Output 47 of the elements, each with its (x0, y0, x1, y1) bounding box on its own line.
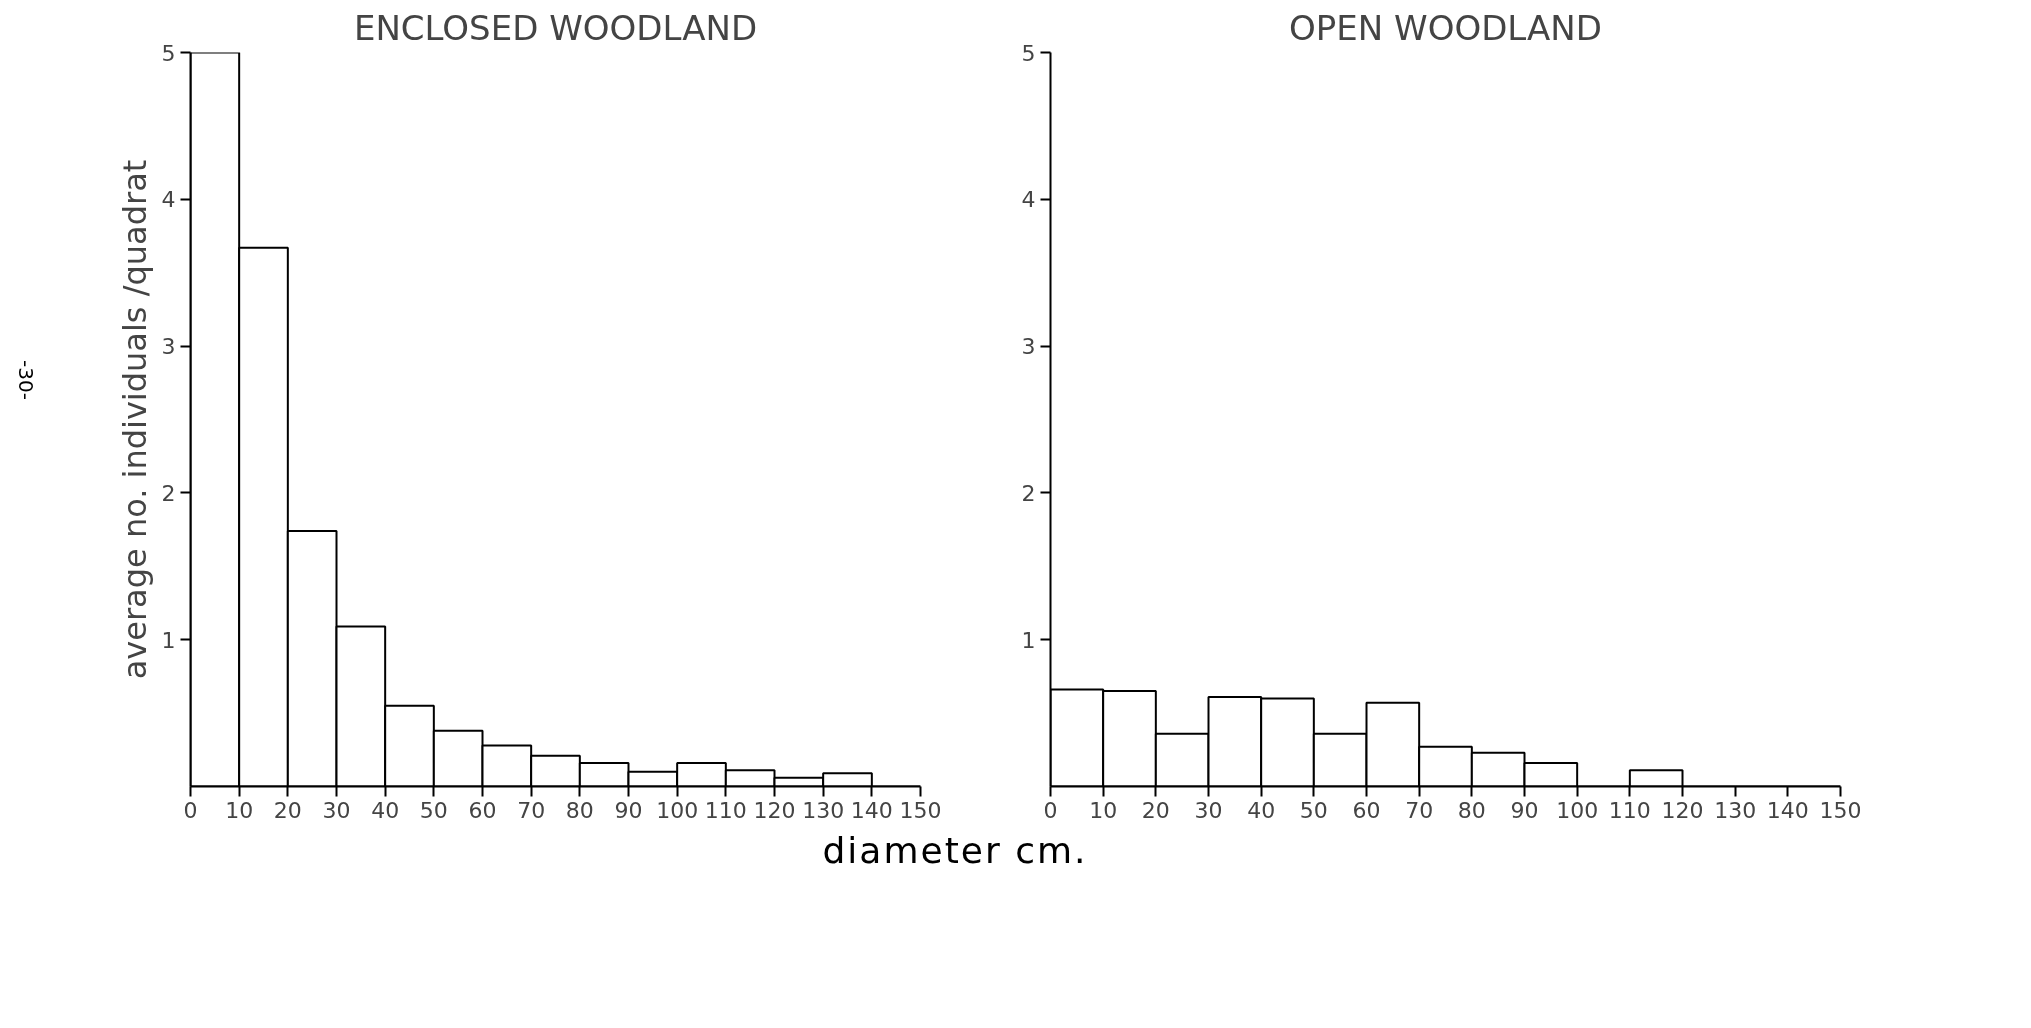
y-tick-label: 5 (1021, 40, 1036, 66)
y-tick-label: 2 (1021, 480, 1036, 506)
x-tick-label: 60 (1352, 797, 1381, 823)
x-tick-label: 40 (371, 797, 400, 823)
x-tick-label: 150 (1819, 797, 1862, 823)
x-tick-label: 110 (704, 797, 747, 823)
x-tick-label: 110 (1608, 797, 1651, 823)
x-tick-label: 80 (1457, 797, 1486, 823)
x-tick-label: 50 (419, 797, 448, 823)
x-tick-label: 130 (1714, 797, 1757, 823)
x-tick-label: 40 (1247, 797, 1276, 823)
y-tick-label: 3 (161, 334, 176, 360)
chart-title: OPEN WOODLAND (1289, 7, 1602, 48)
y-tick-label: 5 (161, 40, 176, 66)
x-tick-label: 30 (1194, 797, 1223, 823)
y-tick-label: 4 (1021, 187, 1036, 213)
x-tick-label: 30 (322, 797, 351, 823)
y-tick-label: 1 (161, 627, 176, 653)
x-tick-label: 130 (802, 797, 845, 823)
x-tick-label: 60 (468, 797, 497, 823)
x-tick-label: 140 (850, 797, 893, 823)
x-tick-label: 10 (225, 797, 254, 823)
x-tick-label: 120 (753, 797, 796, 823)
x-axis-title: diameter cm. (822, 829, 1088, 873)
y-tick-label: 4 (161, 187, 176, 213)
x-tick-label: 80 (565, 797, 594, 823)
x-tick-label: 70 (1405, 797, 1434, 823)
x-tick-label: 20 (1141, 797, 1170, 823)
x-tick-label: 0 (183, 797, 198, 823)
x-tick-label: 70 (517, 797, 546, 823)
x-tick-label: 20 (273, 797, 302, 823)
x-tick-label: 10 (1089, 797, 1118, 823)
y-axis-title: average no. individuals /quadrat (115, 159, 154, 680)
x-tick-label: 150 (899, 797, 942, 823)
y-tick-label: 1 (1021, 627, 1036, 653)
y-tick-label: 3 (1021, 334, 1036, 360)
x-tick-label: 50 (1299, 797, 1328, 823)
x-tick-label: 120 (1661, 797, 1704, 823)
x-tick-label: 100 (1556, 797, 1599, 823)
x-tick-label: 90 (1510, 797, 1539, 823)
text: -30- (13, 360, 39, 400)
y-tick-label: 2 (161, 480, 176, 506)
x-tick-label: 0 (1043, 797, 1058, 823)
chart-title: ENCLOSED WOODLAND (353, 7, 758, 48)
x-tick-label: 140 (1766, 797, 1809, 823)
x-tick-label: 100 (656, 797, 699, 823)
x-tick-label: 90 (614, 797, 643, 823)
